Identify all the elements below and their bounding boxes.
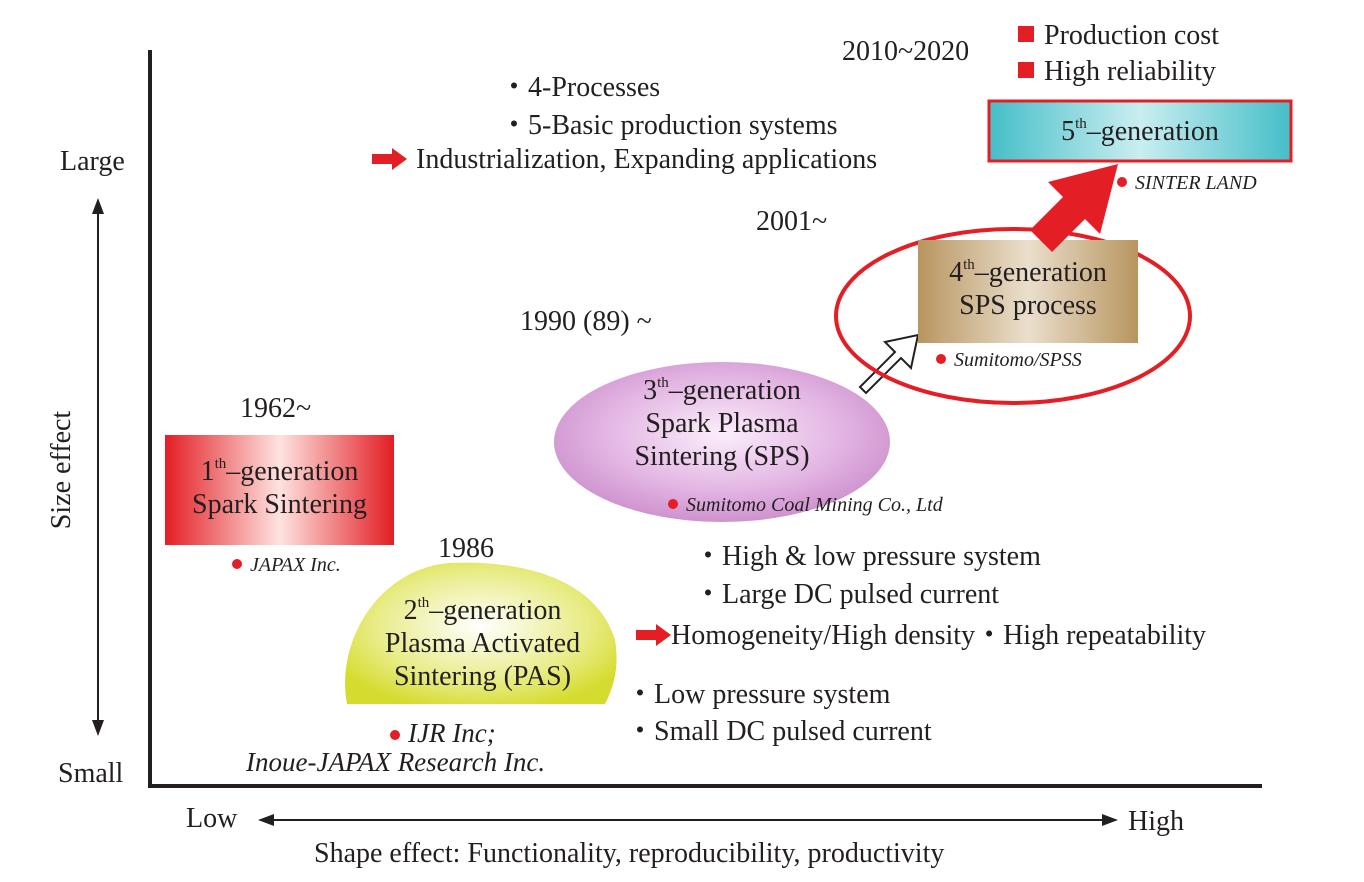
top-note-2: ・5-Basic production systems (500, 110, 838, 141)
x-axis-left-label: Low (186, 803, 238, 834)
gen1-company: JAPAX Inc. (232, 555, 341, 575)
result-arrow-mid (636, 624, 671, 646)
y-axis-bottom-label: Small (58, 758, 124, 789)
gen4-ring (834, 227, 1192, 405)
gen4-company: Sumitomo/SPSS (936, 350, 1082, 370)
gen3-to-gen4-arrow (858, 333, 920, 395)
mid-note-2: ・Large DC pulsed current (694, 579, 1000, 610)
low-note-2: ・Small DC pulsed current (626, 716, 932, 747)
gen5-box (987, 99, 1293, 163)
x-axis-title: Shape effect: Functionality, reproducibi… (314, 838, 945, 869)
gen4-box (918, 240, 1138, 343)
low-note-1: ・Low pressure system (626, 679, 891, 710)
gen1-year: 1962~ (240, 393, 312, 424)
gen5-label: 5th–generation (1061, 116, 1219, 147)
gen1-label: 1th–generation Spark Sintering (192, 456, 367, 520)
gen3-ellipse (554, 362, 890, 522)
mid-note-1: ・High & low pressure system (694, 541, 1041, 572)
gen2-label: 2th–generation Plasma Activated Sinterin… (384, 595, 581, 692)
gen3-company: Sumitomo Coal Mining Co., Ltd (668, 495, 943, 515)
gen3-label: 3th–generation Spark Plasma Sintering (S… (634, 375, 810, 472)
y-axis-title: Size effect (46, 410, 77, 530)
x-axis-right-label: High (1128, 806, 1184, 837)
gen4-to-gen5-arrow (1030, 164, 1118, 252)
gen2-year: 1986 (438, 533, 494, 564)
gen5-company: SINTER LAND (1117, 173, 1257, 193)
top-note-1: ・4-Processes (500, 72, 661, 103)
gen4-year: 2001~ (756, 206, 828, 237)
gen5-year: 2010~2020 (842, 36, 970, 67)
gen4-label: 4th–generation SPS process (949, 257, 1107, 321)
result-arrow-top (372, 148, 407, 170)
gen2-shape (345, 562, 617, 704)
y-axis-top-label: Large (60, 146, 125, 177)
gen1-box (165, 435, 394, 545)
gen2-company-line2: Inoue-JAPAX Research Inc. (246, 747, 546, 777)
gen3-year: 1990 (89) ~ (520, 306, 652, 337)
gen2-company-line1: IJR Inc; (390, 720, 496, 747)
gen5-feature-2: High reliability (1018, 58, 1216, 86)
top-note-result: Industrialization, Expanding application… (416, 144, 878, 175)
gen5-feature-1: Production cost (1018, 22, 1219, 50)
mid-note-result: Homogeneity/High density・High repeatabil… (671, 620, 1207, 651)
